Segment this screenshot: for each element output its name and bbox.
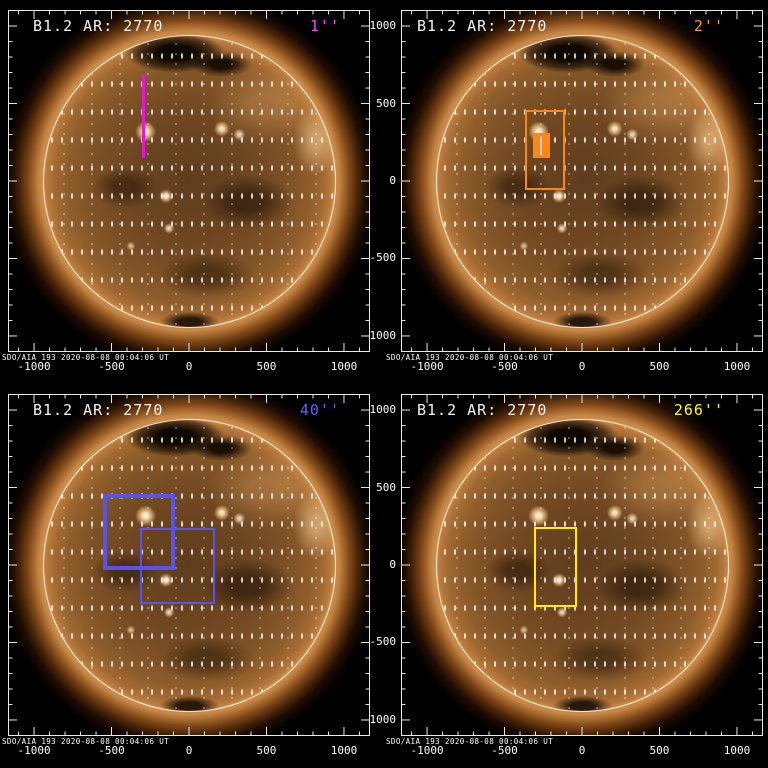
- panel-slot-266arcsec: B1.2 AR: 2770 266'' SDO/AIA 193 2020-08-…: [363, 384, 768, 768]
- image-caption: SDO/AIA 193 2020-08-08 00:04:06 UT: [386, 737, 554, 746]
- panel-title: B1.2 AR: 2770: [417, 401, 548, 419]
- panel-title: B1.2 AR: 2770: [33, 17, 164, 35]
- solar-limb-circle: [42, 34, 336, 328]
- panel-title: B1.2 AR: 2770: [33, 401, 164, 419]
- y-tick-label: -500: [369, 251, 397, 265]
- x-tick-label: 1000: [723, 744, 751, 757]
- panel-slot-40arcsec: B1.2 AR: 2770 40'' SDO/AIA 193 2020-08-0…: [0, 384, 384, 768]
- x-tick-label: -1000: [17, 744, 51, 757]
- y-tick-label: -500: [369, 635, 397, 649]
- x-tick-label: -500: [491, 360, 518, 373]
- solar-image: [401, 10, 763, 352]
- y-tick-label: 1000: [369, 19, 397, 33]
- fov-size-label: 40'': [299, 401, 340, 419]
- solar-limb-circle: [435, 418, 729, 712]
- fov-size-label: 2'': [693, 17, 724, 35]
- x-tick-label: -500: [491, 744, 518, 757]
- x-tick-label: 1000: [330, 744, 358, 757]
- y-tick-label: 500: [376, 96, 396, 110]
- fov-size-label: 1'': [309, 17, 340, 35]
- image-caption: SDO/AIA 193 2020-08-08 00:04:06 UT: [386, 353, 554, 362]
- x-tick-label: 500: [256, 360, 277, 373]
- x-tick-label: 0: [578, 744, 586, 757]
- y-tick-label: -1000: [362, 712, 396, 726]
- solar-limb-circle: [435, 34, 729, 328]
- image-caption: SDO/AIA 193 2020-08-08 00:04:06 UT: [2, 353, 170, 362]
- x-tick-label: 0: [185, 360, 193, 373]
- solar-image: [401, 394, 763, 736]
- panel-title: B1.2 AR: 2770: [417, 17, 548, 35]
- x-tick-label: 500: [649, 744, 670, 757]
- y-tick-label: 500: [376, 480, 396, 494]
- x-tick-label: 1000: [330, 360, 358, 373]
- y-tick-label: 0: [389, 174, 396, 187]
- x-tick-label: 500: [649, 360, 670, 373]
- x-tick-label: 0: [185, 744, 193, 757]
- x-tick-label: -500: [98, 744, 125, 757]
- y-tick-label: -1000: [362, 328, 396, 342]
- y-tick-label: 0: [389, 558, 396, 571]
- x-tick-label: 0: [578, 360, 586, 373]
- x-tick-label: -1000: [17, 360, 51, 373]
- x-tick-label: -1000: [410, 360, 444, 373]
- image-caption: SDO/AIA 193 2020-08-08 00:04:06 UT: [2, 737, 170, 746]
- fov-size-label: 266'': [673, 401, 724, 419]
- y-tick-label: 1000: [369, 403, 397, 417]
- x-tick-label: 500: [256, 744, 277, 757]
- x-tick-label: 1000: [723, 360, 751, 373]
- x-tick-label: -500: [98, 360, 125, 373]
- panel-slit-2arcsec: B1.2 AR: 2770 2'' SDO/AIA 193 2020-08-08…: [363, 0, 768, 384]
- panel-slit-1arcsec: B1.2 AR: 2770 1'' SDO/AIA 193 2020-08-08…: [0, 0, 384, 384]
- x-tick-label: -1000: [410, 744, 444, 757]
- solar-image: [8, 394, 370, 736]
- solar-image: [8, 10, 370, 352]
- solar-limb-circle: [42, 418, 336, 712]
